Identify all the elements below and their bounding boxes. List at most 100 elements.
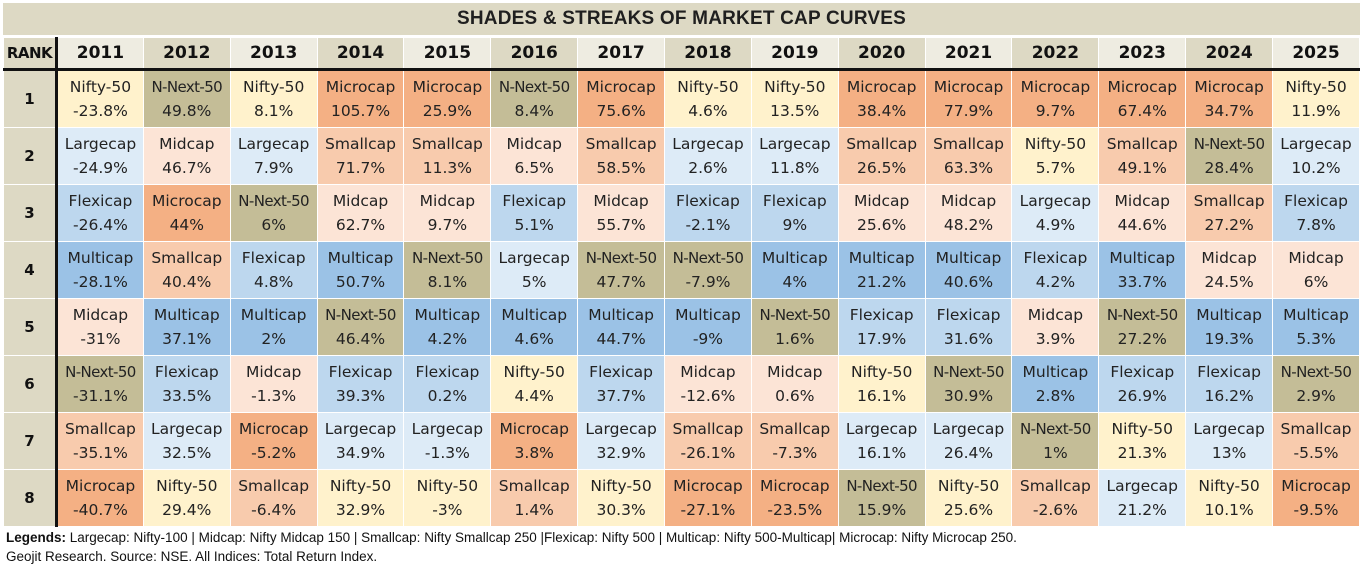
index-name: Largecap [498,249,570,267]
index-name: Multicap [501,306,568,324]
return-value: 9.7% [1035,102,1076,120]
return-cell: Flexicap 7.8% [1272,184,1360,242]
return-value: 47.7% [596,273,646,291]
return-cell: Smallcap -5.5% [1272,412,1360,470]
return-cell: Midcap 48.2% [924,184,1013,242]
index-name: Multicap [1109,249,1176,267]
index-name: Nifty-50 [677,78,739,96]
index-name: Largecap [932,420,1005,438]
return-cell: Microcap 77.9% [924,69,1013,128]
return-cell: Multicap 4.2% [403,298,492,356]
return-value: 4.8% [253,273,294,291]
return-value: 44% [169,216,205,234]
rank-cell: 2 [3,127,58,185]
index-name: N-Next-50 [585,249,657,267]
return-value: -2.6% [1032,501,1078,519]
return-value: -7.3% [772,444,818,462]
index-name: Midcap [159,135,215,153]
return-value: 4.2% [427,330,468,348]
return-cell: Nifty-50 32.9% [316,469,405,527]
index-name: Multicap [1283,306,1349,324]
index-name: Microcap [673,477,743,495]
return-value: 26.5% [857,159,907,177]
return-cell: Largecap 34.9% [316,412,405,470]
index-name: Largecap [845,420,918,438]
return-cell: N-Next-50 8.1% [403,241,492,299]
index-name: Flexicap [328,363,393,381]
return-value: 4.6% [688,102,728,120]
return-value: 26.4% [943,444,994,462]
return-cell: Microcap -23.5% [750,469,839,527]
return-cell: Smallcap 63.3% [924,127,1013,185]
return-cell: Multicap 19.3% [1185,298,1274,356]
index-name: Nifty-50 [590,477,652,495]
return-value: 6.5% [514,159,554,177]
return-cell: Flexicap 26.9% [1098,355,1187,413]
table-row: 1 Nifty-50 -23.8% N-Next-50 49.8% Nifty-50 8.1… [3,69,1360,128]
year-header: 2019 [750,37,839,70]
return-value: 40.4% [162,273,212,291]
return-value: -3% [432,501,463,519]
return-value: 40.6% [943,273,994,291]
return-value: 46.4% [335,330,386,348]
return-cell: Midcap 62.7% [316,184,405,242]
return-cell: Flexicap 9% [750,184,839,242]
return-cell: Microcap 34.7% [1185,69,1274,128]
return-cell: Nifty-50 4.4% [490,355,579,413]
index-name: Nifty-50 [1285,78,1347,96]
year-header: 2023 [1098,37,1187,70]
index-name: Microcap [933,78,1004,96]
return-cell: Largecap 2.6% [664,127,752,185]
return-value: 0.6% [775,387,815,405]
return-cell: Flexicap 16.2% [1185,355,1274,413]
index-name: Microcap [238,420,309,438]
index-name: Microcap [1194,78,1264,96]
index-name: Microcap [499,420,570,438]
index-name: Nifty-50 [503,363,565,381]
index-name: Largecap [237,135,310,153]
return-value: 29.4% [162,501,212,519]
return-value: -6.4% [251,501,297,519]
return-cell: Flexicap 5.1% [490,184,579,242]
index-name: Microcap [1107,78,1178,96]
index-name: Smallcap [1193,192,1265,210]
return-cell: N-Next-50 1.6% [750,298,839,356]
rank-cell: 1 [3,69,58,128]
return-cell: N-Next-50 30.9% [924,355,1013,413]
table-body: 1 Nifty-50 -23.8% N-Next-50 49.8% Nifty-50 8.1… [3,69,1360,527]
return-value: 39.3% [335,387,386,405]
index-name: Midcap [72,306,129,324]
return-value: 13.5% [770,102,820,120]
index-name: Smallcap [672,420,744,438]
return-cell: Largecap 11.8% [750,127,839,185]
return-cell: Midcap 55.7% [577,184,666,242]
return-value: 2.9% [1296,387,1336,405]
return-cell: Flexicap 33.5% [142,355,231,413]
index-name: N-Next-50 [1193,135,1265,153]
index-name: N-Next-50 [846,477,917,495]
return-cell: Multicap 4.6% [490,298,579,356]
index-name: Microcap [1281,477,1351,495]
return-value: 26.9% [1117,387,1167,405]
return-cell: N-Next-50 28.4% [1185,127,1274,185]
year-header: 2013 [229,37,318,70]
index-name: Flexicap [676,192,740,210]
index-name: Largecap [411,420,484,438]
index-name: Largecap [1106,477,1178,495]
return-cell: Multicap -9% [664,298,752,356]
return-cell: Multicap -28.1% [56,241,144,299]
return-value: 58.5% [596,159,646,177]
return-value: 46.7% [162,159,212,177]
return-cell: Midcap 46.7% [142,127,231,185]
index-name: Flexicap [762,192,827,210]
return-value: 25.6% [857,216,907,234]
return-cell: Midcap -12.6% [664,355,752,413]
index-name: N-Next-50 [1106,306,1178,324]
return-value: 2.8% [1035,387,1076,405]
return-cell: Largecap 4.9% [1011,184,1100,242]
return-value: 1% [1043,444,1068,462]
return-value: 25.6% [943,501,994,519]
return-cell: Largecap 32.5% [142,412,231,470]
return-value: 21.2% [857,273,907,291]
index-name: Flexicap [589,363,653,381]
